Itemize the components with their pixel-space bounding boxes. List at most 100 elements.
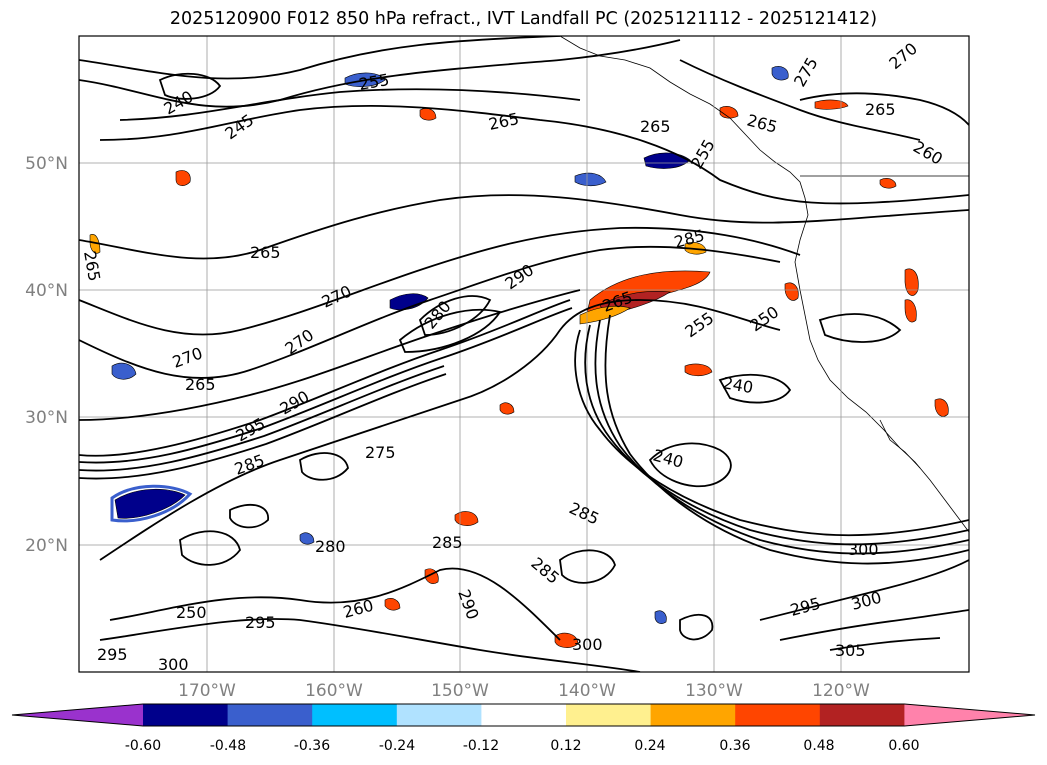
anomaly-patch — [384, 598, 401, 611]
contour-line — [179, 530, 241, 566]
contour-label: 275 — [365, 443, 396, 462]
colorbar-segment — [143, 704, 229, 726]
contour-label: 280 — [315, 537, 346, 556]
contour-line — [299, 452, 349, 481]
lat-label: 30°N — [25, 408, 68, 428]
contour-line — [79, 307, 573, 464]
contour-line — [648, 442, 732, 488]
contour-line — [79, 194, 969, 260]
anomaly-patch — [879, 178, 897, 189]
contour-line — [79, 36, 561, 80]
anomaly-patch — [784, 282, 799, 301]
coastline — [879, 419, 921, 469]
contour-line — [79, 299, 571, 457]
anomaly-patch — [175, 170, 191, 186]
colorbar-tick-label: 0.36 — [719, 738, 750, 754]
lon-label: 130°W — [685, 681, 743, 701]
colorbar-ticks: -0.60 -0.48 -0.36 -0.24 -0.12 0.12 0.24 … — [125, 738, 920, 754]
contour-label: 265 — [640, 117, 671, 136]
anomaly-patch — [89, 234, 101, 254]
colorbar-tick-label: -0.36 — [294, 738, 330, 754]
contour-line — [79, 39, 681, 108]
colorbar-tick-label: 0.12 — [550, 738, 581, 754]
anomaly-patch — [389, 293, 429, 311]
contour-line — [418, 295, 492, 336]
contour-line — [829, 637, 941, 651]
contour-line — [574, 329, 969, 537]
gridlines — [79, 36, 969, 672]
lon-label: 160°W — [305, 681, 363, 701]
contour-line — [759, 559, 969, 621]
map-title: 2025120900 F012 850 hPa refract., IVT La… — [169, 9, 878, 29]
contour-label: 305 — [835, 641, 866, 660]
contour-line — [79, 226, 801, 336]
colorbar-tick-label: 0.60 — [888, 738, 919, 754]
colorbar-tick-label: -0.48 — [210, 738, 246, 754]
contour-line — [79, 245, 781, 379]
colorbar-outline — [11, 703, 1036, 727]
lon-label: 120°W — [812, 681, 870, 701]
contour-label: 265 — [865, 100, 896, 119]
contour-line — [99, 104, 969, 205]
contour-line — [679, 59, 921, 141]
contour-line — [718, 373, 792, 404]
contour-line — [604, 314, 969, 565]
coastline — [559, 36, 969, 533]
contour-line — [398, 308, 502, 353]
anomaly-patch — [454, 511, 479, 526]
colorbar-extend-min — [12, 704, 143, 726]
colorbar-segment — [396, 704, 482, 726]
anomaly-patch — [904, 299, 917, 323]
lon-label: 140°W — [558, 681, 616, 701]
anomaly-patch — [554, 632, 579, 648]
anomaly-patch — [111, 362, 137, 380]
contour-line — [559, 549, 616, 584]
contour-line — [119, 88, 581, 121]
colorbar-segment — [650, 704, 736, 726]
contour-label: 265 — [250, 243, 281, 262]
colorbar-tick-label: 0.48 — [803, 738, 834, 754]
contour-line — [158, 72, 222, 100]
anomaly-patch — [684, 363, 713, 377]
colorbar-extend-max — [904, 704, 1035, 726]
coastline-layer — [559, 36, 969, 533]
colorbar-segment — [481, 704, 567, 726]
map-frame — [78, 35, 970, 673]
anomaly-patch — [299, 532, 315, 545]
contour-label: 265 — [185, 375, 216, 394]
contour-line — [99, 299, 781, 561]
contour-label: 250 — [176, 603, 207, 622]
contour-line — [79, 289, 581, 421]
anomaly-patch — [934, 398, 949, 417]
colorbar-tick-label: -0.12 — [463, 738, 499, 754]
anomaly-patch — [719, 106, 739, 119]
colorbar-segment — [819, 704, 905, 726]
colorbar-tick-label: -0.24 — [379, 738, 415, 754]
anomaly-patch — [654, 610, 667, 624]
contour-line — [584, 324, 969, 546]
contour-line — [99, 618, 641, 672]
colorbar-tick-label: 0.24 — [634, 738, 665, 754]
colorbar-segment — [227, 704, 313, 726]
contour-line — [818, 313, 902, 343]
lat-label: 20°N — [25, 536, 68, 556]
contour-line — [679, 613, 714, 641]
contour-line — [109, 567, 561, 641]
lon-label: 170°W — [178, 681, 236, 701]
colorbar-tick-label: -0.60 — [125, 738, 161, 754]
contour-line — [229, 503, 269, 529]
contour-line — [779, 609, 969, 641]
anomaly-patch — [114, 488, 186, 519]
colorbar-segment — [735, 704, 821, 726]
map-panel — [79, 36, 969, 672]
contour-label: 300 — [848, 540, 879, 559]
colorbar-segments — [11, 703, 1036, 727]
anomaly-patch — [814, 99, 849, 110]
anomaly-patch — [771, 66, 789, 81]
contour-line — [799, 92, 969, 126]
anomaly-fill-layer — [89, 66, 949, 648]
colorbar-segment — [566, 704, 652, 726]
colorbar: -0.60 -0.48 -0.36 -0.24 -0.12 0.12 0.24 … — [11, 703, 1036, 754]
contour-label: 300 — [572, 635, 603, 654]
